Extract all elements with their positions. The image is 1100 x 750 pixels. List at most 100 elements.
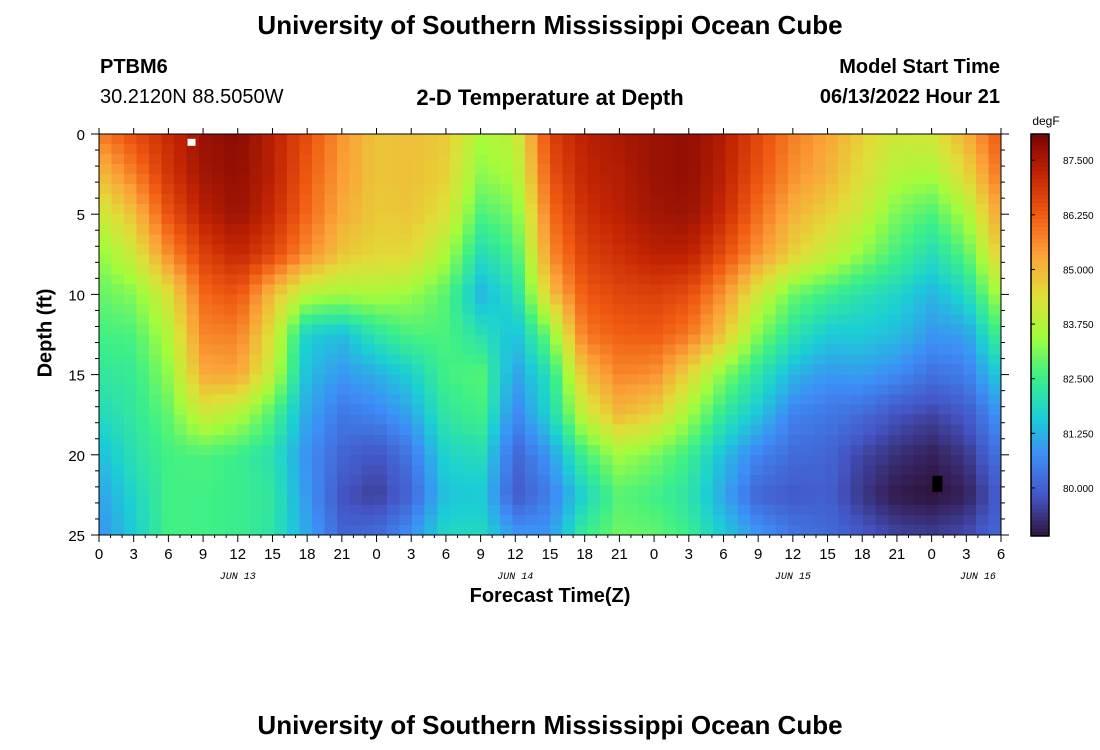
- heatmap-cell: [412, 244, 426, 255]
- heatmap-cell: [311, 284, 326, 295]
- heatmap-cell: [963, 414, 977, 426]
- heatmap-cell: [888, 514, 902, 526]
- heatmap-cell: [863, 384, 877, 396]
- heatmap-cell: [374, 394, 388, 406]
- heatmap-cell: [99, 414, 113, 426]
- heatmap-cell: [462, 474, 476, 486]
- heatmap-cell: [762, 174, 777, 185]
- heatmap-cell: [925, 224, 939, 235]
- heatmap-cell: [299, 254, 313, 265]
- heatmap-cell: [875, 224, 889, 235]
- heatmap-cell: [850, 494, 864, 506]
- heatmap-cell: [462, 134, 476, 145]
- heatmap-cell: [437, 194, 451, 205]
- heatmap-cell: [474, 284, 488, 295]
- heatmap-cell: [625, 504, 639, 516]
- heatmap-cell: [800, 254, 814, 265]
- heatmap-cell: [650, 434, 664, 446]
- heatmap-cell: [449, 464, 463, 476]
- heatmap-cell: [349, 314, 363, 326]
- heatmap-cell: [274, 264, 288, 275]
- heatmap-cell: [374, 414, 388, 426]
- colorbar-segment: [1031, 355, 1049, 360]
- heatmap-cell: [111, 434, 125, 446]
- heatmap-cell: [900, 284, 914, 295]
- heatmap-cell: [550, 464, 564, 476]
- heatmap-cell: [562, 444, 576, 456]
- heatmap-cell: [499, 474, 514, 486]
- heatmap-cell: [650, 264, 664, 275]
- heatmap-cell: [650, 444, 664, 456]
- heatmap-cell: [600, 464, 614, 476]
- heatmap-cell: [111, 144, 125, 155]
- heatmap-cell: [750, 264, 764, 275]
- heatmap-cell: [286, 344, 301, 356]
- colorbar-segment: [1031, 206, 1049, 211]
- heatmap-cell: [612, 304, 626, 316]
- heatmap-cell: [412, 344, 426, 356]
- heatmap-cell: [487, 524, 501, 536]
- heatmap-cell: [938, 484, 952, 496]
- heatmap-cell: [775, 364, 789, 376]
- heatmap-cell: [650, 224, 664, 235]
- heatmap-cell: [675, 494, 689, 506]
- heatmap-cell: [149, 444, 163, 456]
- heatmap-cell: [600, 354, 614, 366]
- heatmap-cell: [449, 244, 463, 255]
- heatmap-cell: [261, 264, 275, 275]
- heatmap-cell: [850, 474, 864, 486]
- heatmap-cell: [825, 394, 839, 406]
- heatmap-cell: [349, 154, 363, 165]
- heatmap-cell: [863, 524, 877, 536]
- heatmap-cell: [587, 384, 601, 396]
- heatmap-cell: [700, 224, 714, 235]
- heatmap-cell: [813, 314, 827, 326]
- heatmap-cell: [950, 244, 965, 255]
- heatmap-cell: [349, 454, 363, 466]
- heatmap-cell: [988, 284, 1002, 295]
- heatmap-cell: [424, 274, 438, 285]
- colorbar-segment: [1031, 483, 1049, 489]
- heatmap-cell: [712, 374, 726, 386]
- heatmap-cell: [211, 154, 225, 165]
- heatmap-cell: [788, 244, 802, 255]
- heatmap-cell: [537, 484, 551, 496]
- heatmap-cell: [625, 204, 639, 215]
- heatmap-cell: [449, 294, 463, 306]
- heatmap-cell: [274, 414, 288, 426]
- heatmap-cell: [662, 354, 676, 366]
- heatmap-cell: [261, 284, 275, 295]
- heatmap-cell: [938, 394, 952, 406]
- heatmap-cell: [199, 444, 213, 456]
- heatmap-cell: [587, 514, 601, 526]
- heatmap-cell: [362, 174, 376, 185]
- heatmap-cell: [762, 284, 777, 295]
- heatmap-cell: [737, 374, 752, 386]
- heatmap-cell: [762, 184, 777, 195]
- heatmap-cell: [587, 304, 601, 316]
- heatmap-cell: [675, 354, 689, 366]
- heatmap-cell: [938, 164, 952, 175]
- heatmap-cell: [737, 234, 752, 245]
- heatmap-cell: [224, 494, 238, 506]
- heatmap-cell: [625, 304, 639, 316]
- heatmap-cell: [875, 374, 889, 386]
- heatmap-cell: [186, 524, 200, 536]
- heatmap-cell: [211, 314, 225, 326]
- heatmap-cell: [437, 464, 451, 476]
- heatmap-cell: [286, 184, 301, 195]
- heatmap-cell: [399, 164, 413, 175]
- heatmap-cell: [399, 384, 413, 396]
- heatmap-cell: [687, 384, 701, 396]
- heatmap-cell: [512, 424, 526, 436]
- heatmap-cell: [825, 244, 839, 255]
- heatmap-cell: [600, 324, 614, 336]
- heatmap-cell: [788, 424, 802, 436]
- colorbar-segment: [1031, 174, 1049, 179]
- heatmap-cell: [149, 354, 163, 366]
- heatmap-cell: [712, 274, 726, 285]
- heatmap-cell: [988, 334, 1002, 346]
- heatmap-cell: [299, 304, 313, 316]
- heatmap-cell: [600, 444, 614, 456]
- heatmap-cell: [524, 474, 539, 486]
